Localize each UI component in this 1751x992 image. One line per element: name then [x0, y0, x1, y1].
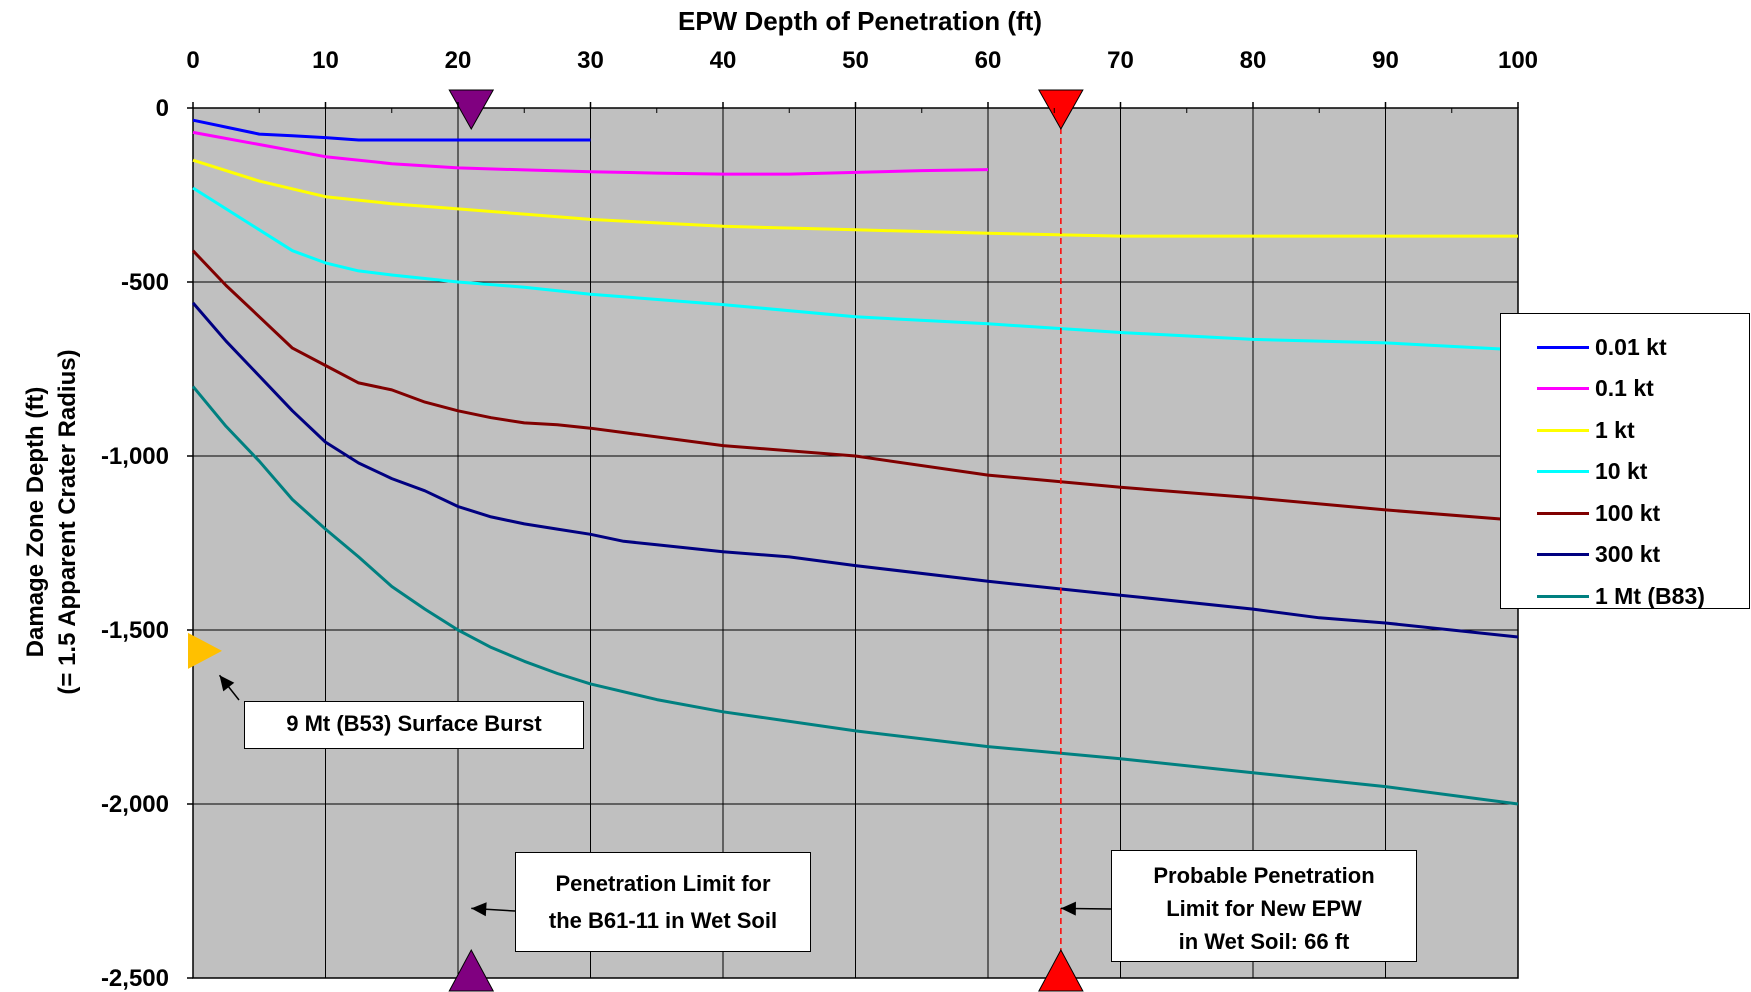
y-tick-label: -1,000 — [101, 443, 169, 470]
y-tick-label: -2,000 — [101, 791, 169, 818]
legend-label: 0.01 kt — [1595, 333, 1667, 360]
x-tick-label: 100 — [1498, 47, 1538, 74]
legend-label: 1 Mt (B83) — [1595, 582, 1705, 609]
tick-layer: 0 10 20 30 40 50 60 70 80 90 100 0 -500 -1,000 -1,500 -… — [101, 47, 1538, 992]
y-tick-label: 0 — [156, 95, 169, 122]
x-tick-label: 90 — [1372, 47, 1399, 74]
x-tick-label: 60 — [975, 47, 1002, 74]
annotation-b61-limit-line2: the B61-11 in Wet Soil — [548, 908, 778, 933]
triangle-right-marker — [188, 632, 222, 669]
annotation-arrowhead — [1060, 901, 1076, 916]
x-tick-label: 50 — [842, 47, 869, 74]
legend-label: 300 kt — [1595, 541, 1661, 567]
legend-item: 100 kt — [1537, 498, 1660, 528]
triangle-up-marker — [448, 948, 495, 992]
annotation-b61-limit: Penetration Limit for the B61-11 in Wet … — [515, 852, 811, 952]
y-tick-label: -500 — [121, 269, 169, 296]
legend-item: 300 kt — [1537, 540, 1660, 570]
legend-item: 1 kt — [1537, 415, 1635, 445]
legend-label: 0.1 kt — [1595, 375, 1654, 401]
annotation-b61-limit-line1: Penetration Limit for — [555, 871, 771, 896]
series-line-10-kt — [192, 186, 1519, 352]
y-tick-label: -2,500 — [101, 965, 169, 992]
series-line-0-01-kt — [192, 118, 591, 142]
x-axis-title: EPW Depth of Penetration (ft) — [678, 6, 1042, 36]
marker-layer — [188, 89, 1084, 992]
series-line-100-kt — [191, 249, 1519, 522]
legend-swatch — [1537, 428, 1589, 432]
y-axis-title-line1: Damage Zone Depth (ft) — [22, 387, 49, 658]
x-tick-label: 70 — [1107, 47, 1134, 74]
x-tick-label: 20 — [445, 47, 472, 74]
triangle-down-marker — [448, 89, 495, 131]
legend-swatch — [1537, 387, 1589, 390]
annotation-surface-burst-text: 9 Mt (B53) Surface Burst — [286, 711, 542, 736]
annotation-epw-limit-line3: in Wet Soil: 66 ft — [1178, 929, 1350, 954]
annotation-epw-limit: Probable Penetration Limit for New EPW i… — [1111, 850, 1417, 962]
x-tick-label: 10 — [312, 47, 339, 74]
legend-label: 10 kt — [1595, 458, 1648, 484]
annotation-surface-burst: 9 Mt (B53) Surface Burst — [244, 701, 584, 749]
x-tick-label: 80 — [1240, 47, 1267, 74]
annotation-arrowhead — [219, 675, 235, 692]
legend-label: 100 kt — [1595, 499, 1661, 526]
triangle-up-marker — [1038, 948, 1084, 992]
series-line-1-mt-b83 — [191, 385, 1519, 806]
legend-swatch — [1537, 553, 1589, 556]
triangle-down-marker — [1038, 89, 1084, 131]
legend-label: 1 kt — [1595, 416, 1635, 443]
series-line-1-kt — [192, 158, 1518, 238]
legend-item: 0.1 kt — [1537, 374, 1654, 404]
legend-swatch — [1537, 345, 1589, 349]
legend: 0.01 kt 0.1 kt 1 kt 10 kt 100 kt 300 kt 1 Mt (… — [1500, 313, 1750, 609]
series-layer — [191, 118, 1519, 806]
legend-item: 10 kt — [1537, 457, 1647, 487]
legend-swatch — [1537, 470, 1589, 473]
y-tick-label: -1,500 — [101, 617, 169, 644]
x-tick-label: 40 — [710, 47, 737, 74]
x-tick-label: 0 — [186, 47, 199, 74]
legend-swatch — [1537, 511, 1589, 515]
x-tick-label: 30 — [577, 47, 604, 74]
annotation-epw-limit-line1: Probable Penetration — [1153, 863, 1375, 888]
legend-item: 0.01 kt — [1537, 332, 1667, 362]
series-line-300-kt — [191, 301, 1519, 639]
legend-swatch — [1537, 594, 1589, 598]
legend-item: 1 Mt (B83) — [1537, 581, 1705, 611]
annotation-epw-limit-line2: Limit for New EPW — [1166, 896, 1362, 921]
annotation-arrows — [218, 674, 1112, 917]
series-line-0-1-kt — [192, 130, 989, 176]
grid — [193, 108, 1518, 978]
y-axis-title-line2: (= 1.5 Apparent Crater Radius) — [54, 349, 81, 694]
annotation-arrowhead — [471, 902, 487, 917]
